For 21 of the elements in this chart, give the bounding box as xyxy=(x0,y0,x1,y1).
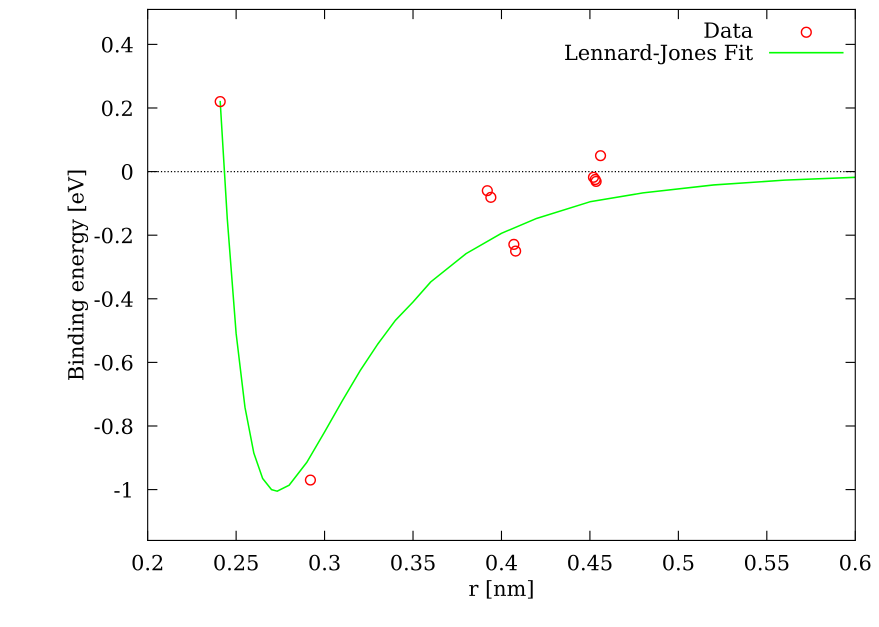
x-tick-label: 0.2 xyxy=(132,554,162,570)
y-tick-label: -0.8 xyxy=(94,418,132,434)
y-tick-label: -1 xyxy=(114,482,131,498)
x-tick-label: 0.4 xyxy=(486,554,517,570)
legend-label: Data xyxy=(704,22,753,38)
x-tick-label: 0.35 xyxy=(391,554,435,570)
y-tick-label: 0.4 xyxy=(102,36,133,53)
y-tick-label: 0 xyxy=(122,164,132,180)
y-tick-label: 0.2 xyxy=(102,100,132,116)
x-tick-label: 0.55 xyxy=(745,554,788,570)
x-tick-label: 0.6 xyxy=(840,554,871,570)
x-tick-label: 0.3 xyxy=(309,554,340,570)
x-tick-label: 0.5 xyxy=(663,554,694,570)
x-tick-label: 0.25 xyxy=(214,554,258,570)
y-axis-title: Binding energy [eV] xyxy=(68,170,88,380)
legend-label: Lennard-Jones Fit xyxy=(565,44,754,64)
y-tick-label: -0.4 xyxy=(94,291,133,307)
x-tick-label: 0.45 xyxy=(568,554,612,570)
y-tick-label: -0.6 xyxy=(94,354,132,371)
x-axis-title: r [nm] xyxy=(469,580,533,599)
y-tick-label: -0.2 xyxy=(94,228,132,244)
